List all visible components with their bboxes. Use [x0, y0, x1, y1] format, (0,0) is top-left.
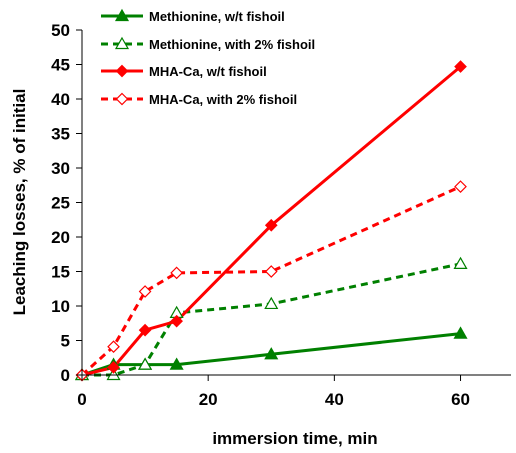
legend-label-2: Methionine, with 2% fishoil	[149, 37, 315, 52]
x-tick-label: 20	[199, 390, 218, 409]
x-axis-title: immersion time, min	[212, 429, 377, 448]
data-point-4-2	[107, 340, 120, 354]
series-line-1	[81, 332, 461, 377]
legend-label-4: MHA-Ca, with 2% fishoil	[149, 92, 297, 107]
data-point-4-5	[264, 265, 278, 278]
x-tick-label: 0	[77, 390, 86, 409]
data-point-1-6	[453, 326, 468, 339]
data-point-3-3	[138, 323, 152, 337]
data-point-4-4	[170, 266, 183, 280]
legend-marker-shape-2	[114, 36, 130, 50]
data-point-2-2	[106, 367, 121, 381]
legend-entry-2: Methionine, with 2% fishoil	[101, 36, 315, 52]
data-point-3-5	[264, 218, 278, 232]
y-tick-label: 5	[61, 332, 70, 351]
legend-marker-2	[114, 36, 130, 50]
legend: Methionine, w/t fishoil Methionine, with…	[101, 8, 315, 107]
data-point-3-4	[170, 314, 183, 328]
x-tick-label: 60	[451, 390, 470, 409]
legend-entry-3: MHA-Ca, w/t fishoil	[101, 64, 267, 79]
data-point-1-4	[169, 357, 184, 370]
legend-label-3: MHA-Ca, w/t fishoil	[149, 64, 267, 79]
data-point-1-5	[264, 347, 279, 360]
data-point-4-6	[454, 180, 467, 193]
y-tick-label: 0	[61, 366, 70, 385]
y-tick-label: 50	[51, 21, 70, 40]
y-tick-label: 10	[51, 297, 70, 316]
data-point-3-6	[454, 60, 467, 73]
legend-marker-4	[115, 92, 129, 106]
legend-entry-1: Methionine, w/t fishoil	[101, 8, 285, 24]
y-tick-label: 30	[51, 159, 70, 178]
y-tick-label: 45	[51, 56, 70, 75]
y-tick-label: 20	[51, 228, 70, 247]
legend-marker-3	[115, 64, 129, 78]
data-point-2-3	[138, 357, 153, 370]
y-tick-label: 25	[51, 194, 70, 213]
data-point-2-6	[453, 256, 468, 270]
legend-marker-shape-4	[115, 92, 129, 106]
legend-marker-shape-3	[115, 64, 129, 78]
y-tick-label: 15	[51, 263, 70, 282]
legend-entry-4: MHA-Ca, with 2% fishoil	[101, 92, 297, 107]
legend-marker-1	[114, 8, 130, 22]
series-line-4	[80, 185, 462, 377]
ticks: 0 5 10 15 20 25 30 35 40 45 50 0 20 40 60	[51, 21, 470, 409]
x-tick-label: 40	[325, 390, 344, 409]
y-tick-label: 35	[51, 125, 70, 144]
y-axis-title: Leaching losses, % of initial	[10, 89, 29, 316]
plot-markers	[74, 60, 468, 382]
data-point-4-3	[138, 285, 152, 298]
legend-label-1: Methionine, w/t fishoil	[149, 9, 285, 24]
legend-marker-shape-1	[114, 8, 130, 22]
data-point-2-5	[264, 296, 279, 310]
y-tick-label: 40	[51, 90, 70, 109]
data-point-3-2	[107, 361, 120, 374]
